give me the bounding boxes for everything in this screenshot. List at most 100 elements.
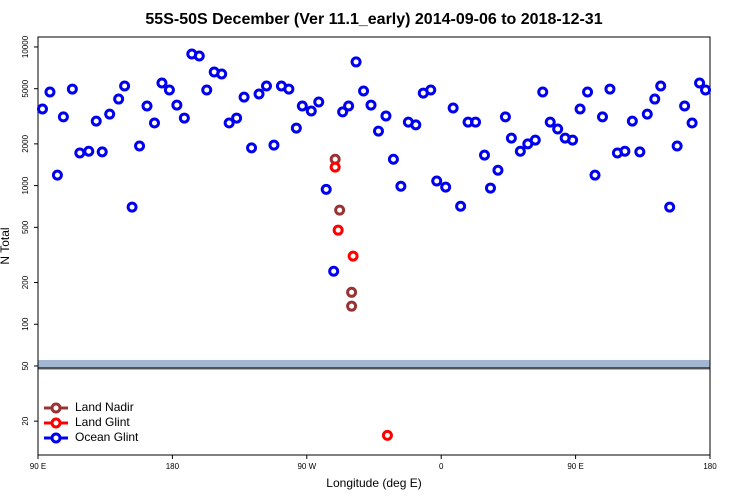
point: [686, 117, 698, 129]
legend-marker: [50, 402, 62, 414]
point: [619, 145, 631, 157]
point: [57, 111, 69, 123]
point: [74, 147, 86, 159]
point: [350, 56, 362, 68]
point: [626, 115, 638, 127]
point: [679, 100, 691, 112]
point: [334, 204, 346, 216]
point: [141, 100, 153, 112]
point: [268, 139, 280, 151]
point: [655, 80, 667, 92]
point: [201, 84, 213, 96]
point: [431, 175, 443, 187]
x-tick-label: 90 E: [30, 462, 46, 471]
point: [537, 86, 549, 98]
point: [410, 119, 422, 131]
point: [671, 140, 683, 152]
y-tick-label: 1000: [21, 176, 30, 194]
point: [305, 105, 317, 117]
legend-marker: [50, 417, 62, 429]
point: [329, 161, 341, 173]
point: [113, 93, 125, 105]
point: [246, 142, 258, 154]
point: [119, 80, 131, 92]
y-tick-label: 10000: [21, 35, 30, 58]
chart-title: 55S-50S December (Ver 11.1_early) 2014-0…: [145, 11, 602, 28]
point: [649, 93, 661, 105]
point: [223, 117, 235, 129]
point: [216, 68, 228, 80]
x-tick-label: 90 W: [297, 462, 316, 471]
y-tick-label: 5000: [21, 79, 30, 97]
point: [283, 83, 295, 95]
point: [589, 169, 601, 181]
point: [365, 99, 377, 111]
point: [484, 182, 496, 194]
point: [395, 180, 407, 192]
point: [290, 122, 302, 134]
point: [505, 132, 517, 144]
point: [134, 140, 146, 152]
point: [492, 164, 504, 176]
point: [499, 111, 511, 123]
point: [372, 125, 384, 137]
x-tick-label: 0: [439, 462, 444, 471]
point: [253, 88, 265, 100]
point: [346, 300, 358, 312]
point: [328, 265, 340, 277]
point: [260, 80, 272, 92]
y-tick-label: 50: [21, 361, 30, 370]
y-axis-label: N Total: [0, 227, 12, 264]
point: [163, 84, 175, 96]
y-tick-label: 20: [21, 416, 30, 425]
point: [514, 145, 526, 157]
point: [582, 86, 594, 98]
point: [238, 91, 250, 103]
point: [574, 103, 586, 115]
point: [193, 50, 205, 62]
point: [126, 201, 138, 213]
y-tick-label: 200: [21, 275, 30, 289]
x-tick-label: 90 E: [567, 462, 583, 471]
x-tick-label: 180: [166, 462, 180, 471]
point: [313, 96, 325, 108]
y-tick-label: 500: [21, 220, 30, 234]
point: [425, 84, 437, 96]
point: [320, 183, 332, 195]
y-tick-label: 2000: [21, 134, 30, 152]
point: [51, 169, 63, 181]
point: [479, 149, 491, 161]
point: [380, 110, 392, 122]
point: [66, 83, 78, 95]
point: [604, 83, 616, 95]
legend-label: Ocean Glint: [75, 430, 139, 444]
legend-marker: [50, 432, 62, 444]
point: [337, 106, 349, 118]
point: [381, 429, 393, 441]
point: [296, 100, 308, 112]
point: [552, 123, 564, 135]
point: [231, 112, 243, 124]
point: [596, 111, 608, 123]
point: [171, 99, 183, 111]
point: [387, 153, 399, 165]
point: [96, 146, 108, 158]
legend-label: Land Glint: [75, 415, 130, 429]
point: [440, 181, 452, 193]
point: [664, 201, 676, 213]
point: [634, 146, 646, 158]
point: [700, 84, 712, 96]
point: [90, 115, 102, 127]
point: [470, 116, 482, 128]
band: [38, 360, 710, 370]
point: [332, 224, 344, 236]
legend-label: Land Nadir: [75, 400, 134, 414]
point: [44, 86, 56, 98]
point: [343, 100, 355, 112]
point: [104, 108, 116, 120]
point: [455, 200, 467, 212]
y-tick-label: 100: [21, 317, 30, 331]
point: [346, 286, 358, 298]
point: [641, 108, 653, 120]
point: [694, 77, 706, 89]
